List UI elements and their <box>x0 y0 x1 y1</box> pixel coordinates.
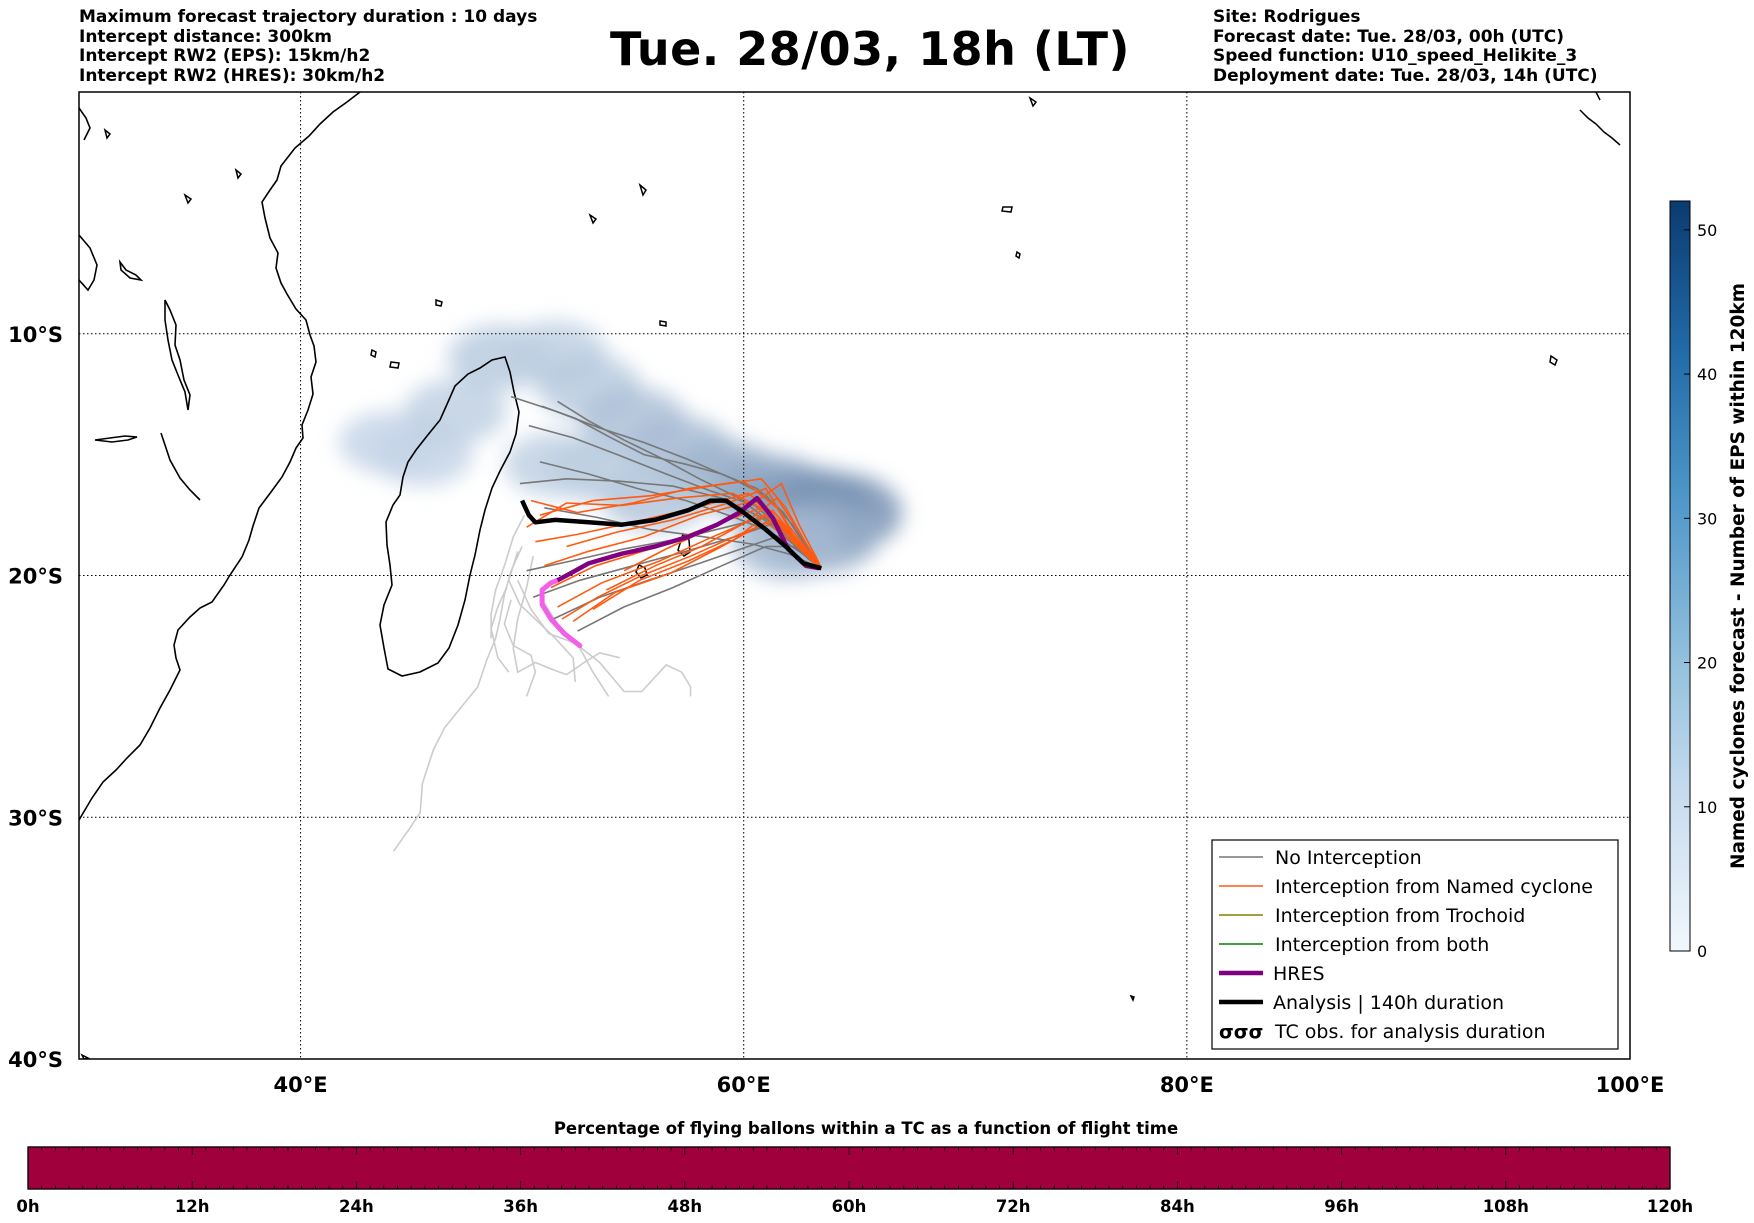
colorbar-bottom-tick-label: 24h <box>339 1197 374 1216</box>
colorbar-right-tick-label: 20 <box>1697 654 1717 673</box>
density-blob <box>504 432 607 497</box>
colorbar-bottom: Percentage of flying ballons within a TC… <box>16 1119 1693 1216</box>
trajectory-not-flying <box>512 556 620 676</box>
colorbar-right-tick-label: 30 <box>1697 509 1717 528</box>
header-left-line: Intercept distance: 300km <box>79 26 332 47</box>
x-tick-label: 40°E <box>274 1073 328 1097</box>
hres-tail <box>539 577 583 649</box>
trajectory-no-interception <box>519 477 816 562</box>
y-tick-label: 30°S <box>8 806 63 830</box>
x-tick-label: 60°E <box>717 1073 771 1097</box>
trajectory-analysis <box>520 498 822 571</box>
legend-label: Interception from Named cyclone <box>1275 876 1593 898</box>
colorbar-bottom-tick-label: 60h <box>832 1197 867 1216</box>
legend-label: TC obs. for analysis duration <box>1274 1021 1546 1043</box>
trajectory-not-flying <box>490 514 526 639</box>
legend-label: Analysis | 140h duration <box>1273 992 1504 1014</box>
y-tick-label: 10°S <box>8 323 63 347</box>
legend-label: Interception from Trochoid <box>1275 905 1525 927</box>
trajectory-no-interception <box>541 405 822 569</box>
colorbar-right: 0 10 20 30 40 50 Named cyclones forecast - Nu… <box>1669 200 1749 961</box>
x-tick-label: 100°E <box>1596 1073 1665 1097</box>
density-blob <box>404 379 507 444</box>
coastline-madagascar <box>379 356 520 677</box>
trajectory-not-flying <box>507 551 577 682</box>
trajectory-named-cyclone <box>623 482 823 572</box>
colorbar-bottom-tick-label: 0h <box>16 1197 39 1216</box>
coastline-africa <box>79 92 361 821</box>
legend-symbol-tc-obs: σσσ <box>1219 1021 1263 1043</box>
colorbar-bottom-tick-label: 96h <box>1324 1197 1359 1216</box>
colorbar-bottom-tick-label: 120h <box>1647 1197 1693 1216</box>
header-right-line: Forecast date: Tue. 28/03, 00h (UTC) <box>1213 26 1564 47</box>
legend-label: HRES <box>1273 963 1325 985</box>
colorbar-right-gradient <box>1669 200 1691 952</box>
colorbar-right-tick-label: 10 <box>1697 798 1717 817</box>
header-right-line: Speed function: U10_speed_Helikite_3 <box>1213 46 1578 66</box>
trajectory-named-cyclone <box>539 477 822 569</box>
colorbar-bottom-tick-label: 84h <box>1160 1197 1195 1216</box>
map-title: Tue. 28/03, 18h (LT) <box>610 22 1130 76</box>
legend-label: Interception from both <box>1275 934 1489 956</box>
x-tick-label: 80°E <box>1160 1073 1214 1097</box>
map-axis-labels: 40°E 60°E 80°E 100°E 10°S 20°S 30°S 40°S <box>8 323 1664 1097</box>
y-tick-label: 40°S <box>8 1048 63 1072</box>
legend-box: No Interception Interception from Named c… <box>1211 839 1619 1050</box>
colorbar-bottom-title: Percentage of flying ballons within a TC… <box>554 1119 1178 1138</box>
trajectory-named-cyclone <box>566 487 822 569</box>
header-right-line: Site: Rodrigues <box>1213 7 1361 27</box>
map-frame <box>78 91 1631 1060</box>
colorbar-bottom-tick-label: 72h <box>996 1197 1031 1216</box>
colorbar-right-tick-label: 50 <box>1697 221 1717 240</box>
header-left-line: Maximum forecast trajectory duration : 1… <box>79 7 538 27</box>
trajectory-not-flying <box>490 587 510 673</box>
map-gridlines <box>79 92 1630 1059</box>
trajectory-not-flying <box>503 599 537 697</box>
header-left-line: Intercept RW2 (EPS): 15km/h2 <box>79 46 371 66</box>
trajectory-no-interception <box>577 545 818 632</box>
trajectory-named-cyclone <box>561 518 820 620</box>
y-tick-label: 20°S <box>8 565 63 589</box>
colorbar-bottom-tick-label: 48h <box>667 1197 702 1216</box>
legend-label: No Interception <box>1275 847 1422 869</box>
trajectory-no-interception <box>544 507 822 569</box>
colorbar-bottom-tick-label: 36h <box>503 1197 538 1216</box>
header-right-line: Deployment date: Tue. 28/03, 14h (UTC) <box>1213 65 1598 86</box>
analysis-line <box>520 498 822 571</box>
header-right: Site: Rodrigues Forecast date: Tue. 28/0… <box>1213 7 1598 86</box>
colorbar-bottom-tick-label: 12h <box>175 1197 210 1216</box>
header-left: Maximum forecast trajectory duration : 1… <box>79 7 538 86</box>
colorbar-bottom-tick-label: 108h <box>1483 1197 1529 1216</box>
trajectory-not-flying <box>392 546 523 852</box>
header-left-line: Intercept RW2 (HRES): 30km/h2 <box>79 65 386 86</box>
colorbar-right-label: Named cyclones forecast - Number of EPS … <box>1728 283 1749 869</box>
colorbar-right-tick-label: 0 <box>1697 942 1707 961</box>
colorbar-right-tick-label: 40 <box>1697 365 1717 384</box>
